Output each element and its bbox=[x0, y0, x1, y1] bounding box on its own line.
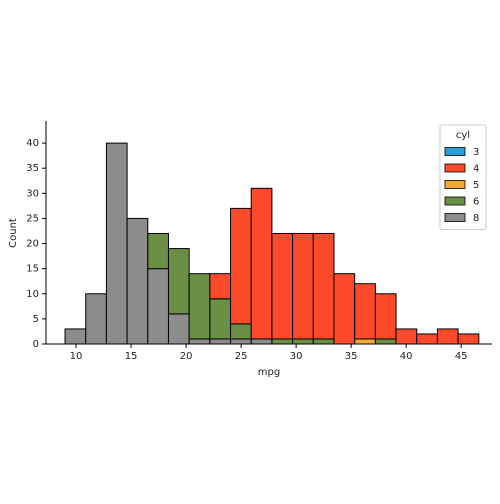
bar-segment bbox=[167, 313, 190, 345]
bar-segment bbox=[209, 338, 232, 345]
bar-segment bbox=[436, 328, 459, 345]
y-tick-label: 35 bbox=[26, 163, 39, 174]
x-tick-label: 35 bbox=[345, 351, 358, 362]
y-tick-label: 15 bbox=[26, 264, 39, 275]
x-axis-label: mpg bbox=[258, 367, 280, 378]
bar-segment bbox=[271, 233, 294, 340]
y-tick-label: 25 bbox=[26, 213, 39, 224]
bar-segment bbox=[105, 142, 128, 345]
bar-segment bbox=[147, 233, 169, 270]
bar-segment bbox=[292, 233, 314, 340]
bar-segment bbox=[230, 207, 252, 325]
legend-label: 8 bbox=[473, 213, 479, 224]
bar-segment bbox=[250, 338, 273, 345]
legend-swatch bbox=[444, 163, 466, 173]
x-tick-label: 15 bbox=[125, 351, 138, 362]
bar-segment bbox=[333, 273, 356, 345]
bar-segment bbox=[374, 338, 397, 345]
x-tick-label: 45 bbox=[455, 351, 468, 362]
bar-segment bbox=[188, 338, 211, 345]
legend-label: 6 bbox=[473, 197, 479, 208]
legend-label: 3 bbox=[473, 147, 479, 158]
bar-segment bbox=[354, 338, 376, 345]
bar-segment bbox=[209, 298, 232, 340]
bar-segment bbox=[354, 283, 376, 340]
bar-segment bbox=[230, 338, 252, 345]
bar-segment bbox=[312, 233, 335, 340]
bar-segment bbox=[167, 248, 190, 315]
legend-label: 5 bbox=[473, 180, 479, 191]
y-tick-label: 20 bbox=[26, 239, 39, 250]
legend-label: 4 bbox=[473, 164, 479, 175]
bar-segment bbox=[64, 328, 87, 345]
x-tick-label: 10 bbox=[70, 351, 83, 362]
bar-segment bbox=[457, 333, 480, 345]
legend-swatch bbox=[444, 180, 466, 189]
legend-swatch bbox=[444, 147, 466, 156]
y-axis-label: Count bbox=[8, 218, 19, 248]
x-tick-label: 20 bbox=[180, 351, 193, 362]
x-tick-label: 25 bbox=[235, 351, 248, 362]
bar-segment bbox=[188, 273, 211, 340]
bar-segment bbox=[209, 273, 232, 300]
bar-segment bbox=[292, 338, 314, 345]
y-tick-label: 30 bbox=[26, 188, 39, 199]
y-tick-label: 5 bbox=[33, 314, 39, 325]
legend-title: cyl bbox=[456, 130, 470, 141]
legend-swatch bbox=[444, 213, 466, 222]
bar-segment bbox=[230, 323, 252, 340]
y-tick-label: 10 bbox=[26, 289, 39, 300]
bar-segment bbox=[312, 338, 335, 345]
bar-segment bbox=[374, 293, 397, 340]
x-tick-label: 40 bbox=[400, 351, 413, 362]
legend-swatch bbox=[444, 196, 466, 206]
bar-segment bbox=[147, 268, 169, 345]
bar-segment bbox=[250, 187, 273, 340]
bar-segment bbox=[395, 328, 418, 345]
bar-segment bbox=[126, 217, 149, 345]
y-tick-label: 40 bbox=[26, 138, 39, 149]
bar-segment bbox=[85, 293, 107, 345]
y-tick-label: 0 bbox=[33, 339, 39, 350]
bar-segment bbox=[271, 338, 294, 345]
x-tick-label: 30 bbox=[290, 351, 303, 362]
bar-segment bbox=[416, 333, 438, 345]
